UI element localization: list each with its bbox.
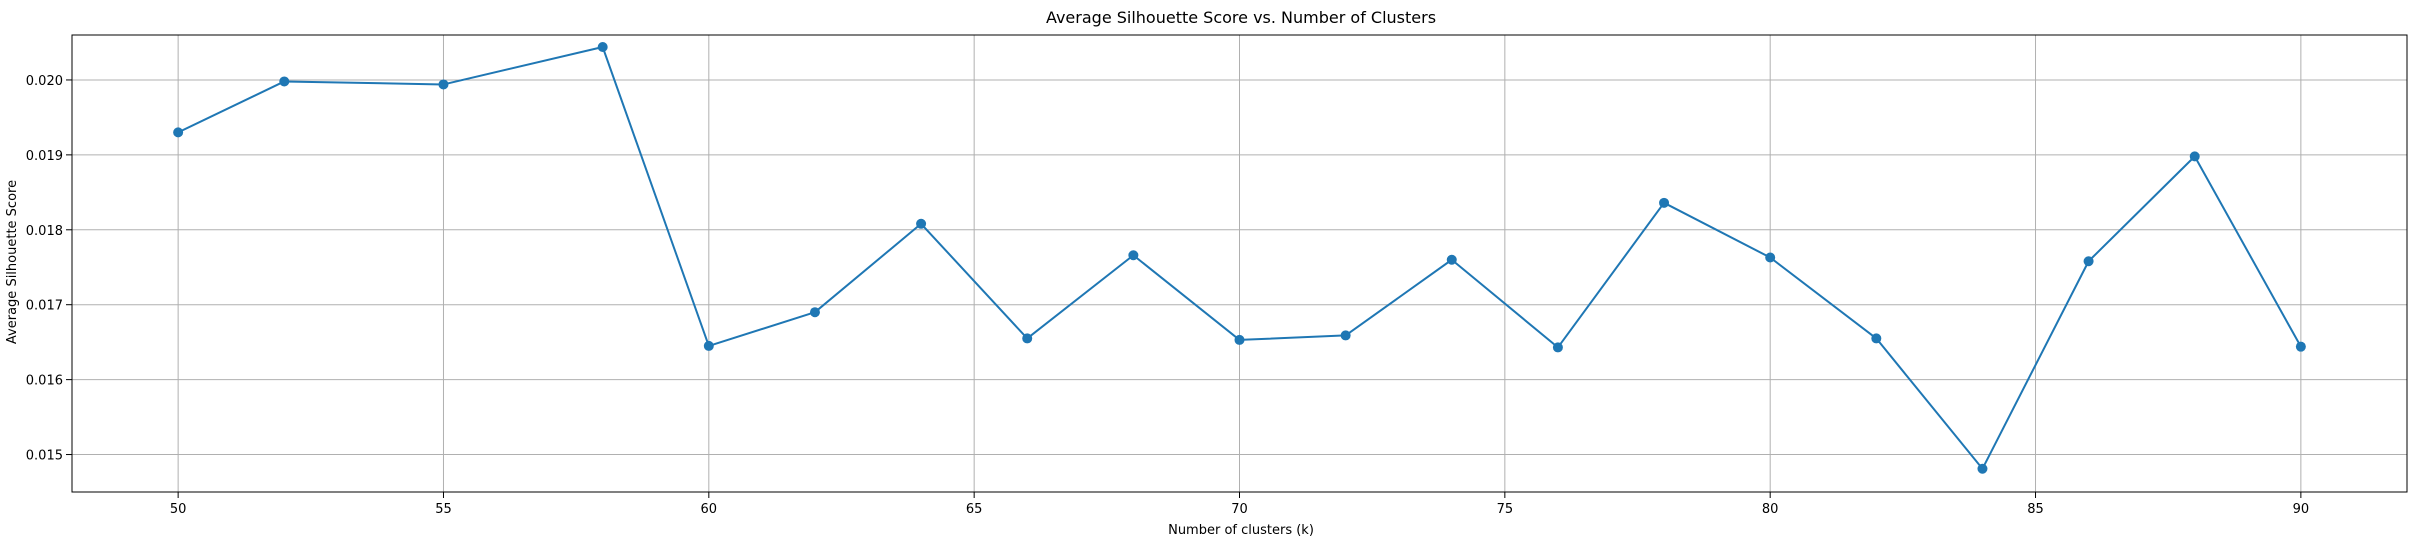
x-axis-label: Number of clusters (k) [1168,523,1314,538]
data-point [1871,333,1882,344]
data-point [1552,342,1563,353]
y-axis-label: Average Silhouette Score [5,180,20,344]
data-point [1128,250,1139,261]
x-tick-label: 55 [435,502,452,517]
y-tick-label: 0.017 [26,299,63,314]
data-point [916,218,927,229]
data-point [1446,254,1457,265]
x-tick-label: 65 [966,502,983,517]
data-point [2295,341,2306,352]
x-tick-label: 80 [1762,502,1779,517]
y-tick-label: 0.016 [26,374,63,389]
data-point [173,127,184,138]
data-point [597,41,608,52]
y-tick-label: 0.018 [26,224,63,239]
grid-lines [72,35,2407,492]
x-tick-label: 60 [701,502,718,517]
data-point [1234,334,1245,345]
data-point [703,340,714,351]
data-point [438,79,449,90]
data-point [1765,252,1776,263]
data-point [1659,197,1670,208]
data-point [809,307,820,318]
data-point [1340,330,1351,341]
data-point [2083,256,2094,267]
y-tick-label: 0.015 [26,449,63,464]
data-point [2189,151,2200,162]
series-silhouette-score [173,41,2306,474]
data-point [279,76,290,87]
y-tick-label: 0.020 [26,74,63,89]
chart-title: Average Silhouette Score vs. Number of C… [1046,8,1436,27]
y-axis-ticks: 0.015 0.016 0.017 0.018 0.019 0.020 [26,74,72,464]
data-point [1022,333,1033,344]
series-line [177,45,2302,470]
data-point [1977,463,1988,474]
y-tick-label: 0.019 [26,149,63,164]
x-tick-label: 90 [2293,502,2310,517]
x-axis-ticks: 50 55 60 65 70 75 80 85 90 [170,492,2309,517]
x-tick-label: 75 [1497,502,1514,517]
x-tick-label: 70 [1231,502,1248,517]
x-tick-label: 50 [170,502,187,517]
x-tick-label: 85 [2027,502,2044,517]
